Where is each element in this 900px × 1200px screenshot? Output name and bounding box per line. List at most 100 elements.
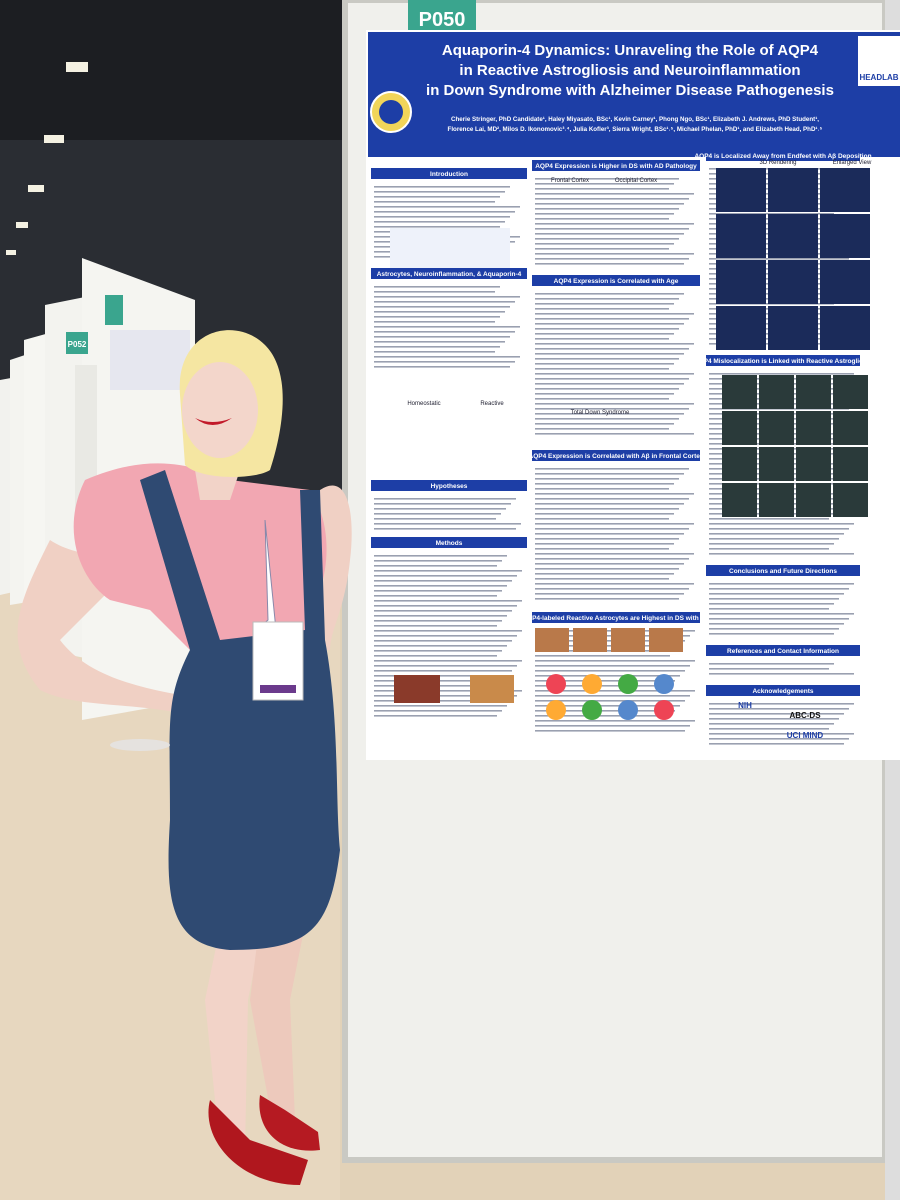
- section-header: [532, 450, 700, 461]
- text-line: [709, 633, 834, 635]
- figure-label: Enlarged View: [833, 160, 872, 166]
- figure-panel: [768, 260, 818, 304]
- pie-figure: [654, 674, 674, 694]
- text-line: [535, 233, 684, 235]
- figure-panel: [796, 411, 831, 445]
- text-line: [709, 703, 854, 705]
- lab-logo: [858, 36, 900, 86]
- text-line: [374, 690, 522, 692]
- text-line: [535, 573, 674, 575]
- text-line: [709, 718, 839, 720]
- text-line: [535, 313, 694, 315]
- figure-panel: [820, 260, 870, 304]
- text-line: [535, 253, 694, 255]
- text-line: [374, 226, 500, 228]
- text-line: [535, 318, 689, 320]
- text-line: [535, 503, 684, 505]
- text-line: [709, 528, 849, 530]
- text-line: [374, 503, 511, 505]
- figure-panel: [833, 375, 868, 409]
- figure-panel: [390, 228, 510, 268]
- text-line: [709, 553, 854, 555]
- text-line: [535, 720, 695, 722]
- text-line: [374, 655, 497, 657]
- section-title: AQP4 Expression is Correlated with Aβ in…: [529, 453, 704, 460]
- text-line: [374, 595, 497, 597]
- section-title: Acknowledgements: [752, 688, 813, 695]
- text-line: [709, 738, 849, 740]
- text-line: [535, 523, 694, 525]
- text-line: [535, 588, 689, 590]
- title-block: Aquaporin-4 Dynamics: Unraveling the Rol…: [426, 42, 834, 133]
- text-line: [709, 548, 829, 550]
- figure-panel: [649, 628, 683, 652]
- text-line: [374, 498, 516, 500]
- text-line: [535, 293, 684, 295]
- text-line: [535, 183, 674, 185]
- text-line: [374, 186, 510, 188]
- figure-label: Reactive: [480, 401, 504, 407]
- text-line: [535, 413, 684, 415]
- text-line: [374, 291, 495, 293]
- text-line: [535, 243, 674, 245]
- text-line: [535, 478, 679, 480]
- pie-figure: [618, 700, 638, 720]
- text-line: [374, 341, 505, 343]
- text-line: [374, 585, 507, 587]
- text-line: [374, 570, 522, 572]
- text-line: [535, 263, 684, 265]
- text-line: [709, 598, 839, 600]
- sponsor-logo: NIH: [738, 701, 752, 710]
- figure-panel: [470, 675, 514, 703]
- sponsor-logo: UCI MIND: [787, 731, 824, 740]
- text-line: [374, 508, 506, 510]
- text-line: [374, 366, 510, 368]
- text-line: [374, 523, 521, 525]
- text-line: [709, 628, 839, 630]
- section-title: Methods: [436, 540, 463, 547]
- text-line: [535, 193, 694, 195]
- text-line: [374, 221, 505, 223]
- figure-panel: [716, 214, 766, 258]
- figure-panel: [796, 483, 831, 517]
- pie-figure: [582, 674, 602, 694]
- figure-panel: [722, 375, 757, 409]
- text-line: [709, 608, 829, 610]
- text-line: [374, 620, 502, 622]
- section-title: Astrocytes, Neuroinflammation, & Aquapor…: [377, 271, 522, 278]
- text-line: [709, 618, 849, 620]
- text-line: [374, 590, 502, 592]
- figure-panel: [820, 168, 870, 212]
- text-line: [535, 675, 680, 677]
- text-line: [374, 580, 512, 582]
- section-title: AQP4 is Localized Away from Endfeet with…: [694, 153, 871, 160]
- text-line: [374, 670, 512, 672]
- text-line: [374, 575, 517, 577]
- figure-panel: [768, 168, 818, 212]
- text-line: [535, 558, 689, 560]
- section-title: Hypotheses: [431, 483, 468, 490]
- shoe: [208, 1100, 308, 1185]
- pie-figure: [582, 700, 602, 720]
- person: [17, 330, 352, 1185]
- text-line: [535, 383, 684, 385]
- text-line: [535, 513, 674, 515]
- poster-title: in Reactive Astrogliosis and Neuroinflam…: [459, 62, 800, 79]
- figure-panel: [759, 411, 794, 445]
- text-line: [535, 695, 690, 697]
- figure-panel: [833, 447, 868, 481]
- text-line: [535, 388, 679, 390]
- figure-label: Total Down Syndrome: [571, 410, 630, 416]
- text-line: [374, 326, 520, 328]
- text-line: [535, 403, 694, 405]
- figure-panel: [573, 628, 607, 652]
- text-line: [374, 660, 522, 662]
- poster-title: Aquaporin-4 Dynamics: Unraveling the Rol…: [442, 42, 819, 59]
- text-line: [709, 258, 849, 260]
- figure-panel: [759, 483, 794, 517]
- section-header: [532, 160, 700, 171]
- figure-panel: [796, 447, 831, 481]
- text-line: [374, 675, 507, 677]
- university-seal: [379, 100, 403, 124]
- figure-panel: [759, 375, 794, 409]
